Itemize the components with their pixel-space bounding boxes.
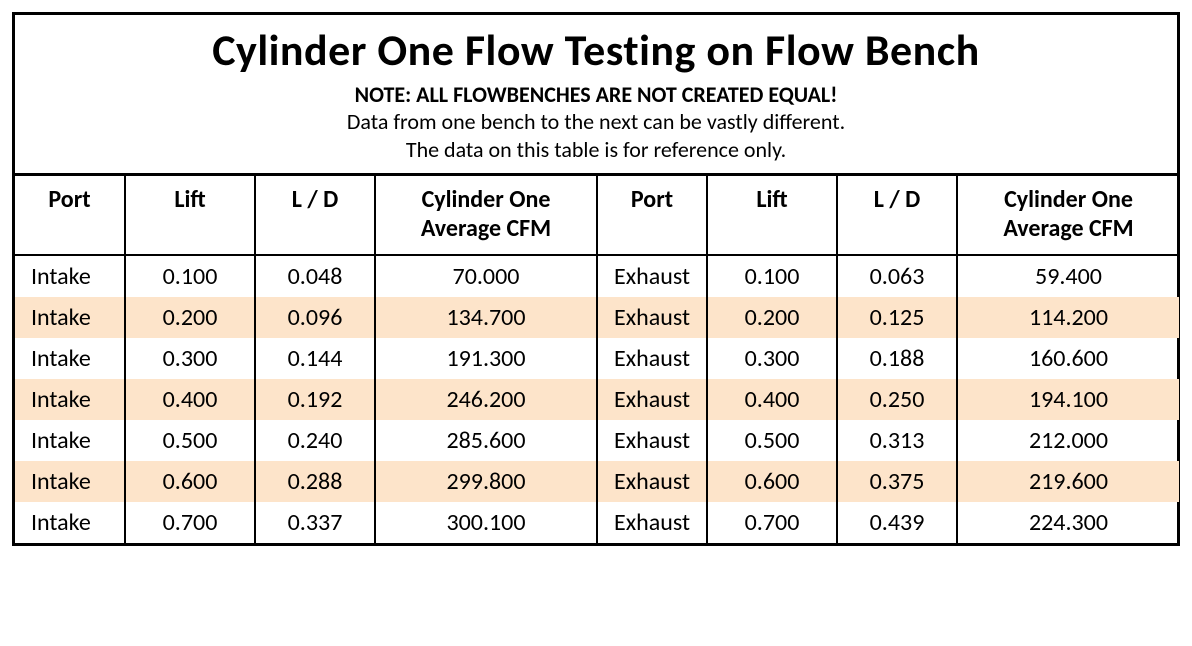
table-cell: 0.144 [255,338,375,379]
table-cell: Intake [15,255,125,297]
flow-table-container: Cylinder One Flow Testing on Flow Bench … [12,12,1180,546]
table-cell: 224.300 [957,502,1179,543]
table-cell: 194.100 [957,379,1179,420]
table-cell: 160.600 [957,338,1179,379]
table-cell: 212.000 [957,420,1179,461]
table-cell: 0.300 [707,338,837,379]
table-cell: 0.600 [125,461,255,502]
table-cell: 0.250 [837,379,957,420]
table-cell: Intake [15,502,125,543]
table-cell: 134.700 [375,297,597,338]
table-cell: 246.200 [375,379,597,420]
table-cell: 0.300 [125,338,255,379]
table-row: Intake0.4000.192246.200Exhaust0.4000.250… [15,379,1179,420]
table-cell: 0.240 [255,420,375,461]
table-cell: 114.200 [957,297,1179,338]
table-cell: 0.313 [837,420,957,461]
col-header-port-1: Port [15,176,125,255]
table-cell: 300.100 [375,502,597,543]
table-cell: Exhaust [597,502,707,543]
table-cell: Exhaust [597,297,707,338]
table-cell: 0.700 [707,502,837,543]
table-cell: 0.192 [255,379,375,420]
table-header-block: Cylinder One Flow Testing on Flow Bench … [15,15,1177,176]
table-cell: 0.700 [125,502,255,543]
table-cell: 285.600 [375,420,597,461]
page-title: Cylinder One Flow Testing on Flow Bench [27,23,1165,77]
table-cell: Exhaust [597,379,707,420]
table-cell: Exhaust [597,420,707,461]
table-cell: Exhaust [597,338,707,379]
table-cell: 0.400 [707,379,837,420]
note-line-2: The data on this table is for reference … [27,136,1165,164]
table-cell: 0.439 [837,502,957,543]
col-header-lift-2: Lift [707,176,837,255]
table-cell: 0.125 [837,297,957,338]
col-header-ld-1: L / D [255,176,375,255]
table-cell: Exhaust [597,255,707,297]
table-cell: 0.200 [125,297,255,338]
table-row: Intake0.3000.144191.300Exhaust0.3000.188… [15,338,1179,379]
table-cell: 0.600 [707,461,837,502]
col-header-cfm-2: Cylinder One Average CFM [957,176,1179,255]
table-cell: 0.200 [707,297,837,338]
table-cell: 0.500 [125,420,255,461]
col-header-ld-2: L / D [837,176,957,255]
table-cell: Intake [15,338,125,379]
col-header-port-2: Port [597,176,707,255]
table-row: Intake0.6000.288299.800Exhaust0.6000.375… [15,461,1179,502]
note-bold: NOTE: ALL FLOWBENCHES ARE NOT CREATED EQ… [27,81,1165,108]
table-cell: Intake [15,420,125,461]
table-body: Intake0.1000.04870.000Exhaust0.1000.0635… [15,255,1179,543]
table-cell: 0.500 [707,420,837,461]
table-row: Intake0.1000.04870.000Exhaust0.1000.0635… [15,255,1179,297]
table-header-row: Port Lift L / D Cylinder One Average CFM… [15,176,1179,255]
table-cell: 0.188 [837,338,957,379]
table-cell: Exhaust [597,461,707,502]
table-cell: 0.100 [125,255,255,297]
table-cell: 0.400 [125,379,255,420]
flow-data-table: Port Lift L / D Cylinder One Average CFM… [15,176,1179,543]
table-cell: Intake [15,379,125,420]
table-cell: 59.400 [957,255,1179,297]
table-cell: 0.063 [837,255,957,297]
table-cell: 0.096 [255,297,375,338]
table-cell: 0.337 [255,502,375,543]
note-line-1: Data from one bench to the next can be v… [27,108,1165,136]
table-row: Intake0.5000.240285.600Exhaust0.5000.313… [15,420,1179,461]
table-cell: Intake [15,297,125,338]
col-header-cfm-1: Cylinder One Average CFM [375,176,597,255]
table-cell: 0.048 [255,255,375,297]
table-cell: 70.000 [375,255,597,297]
table-cell: 219.600 [957,461,1179,502]
col-header-lift-1: Lift [125,176,255,255]
table-cell: 191.300 [375,338,597,379]
table-cell: 0.288 [255,461,375,502]
table-cell: 299.800 [375,461,597,502]
table-row: Intake0.2000.096134.700Exhaust0.2000.125… [15,297,1179,338]
table-cell: 0.100 [707,255,837,297]
table-row: Intake0.7000.337300.100Exhaust0.7000.439… [15,502,1179,543]
table-cell: 0.375 [837,461,957,502]
table-cell: Intake [15,461,125,502]
